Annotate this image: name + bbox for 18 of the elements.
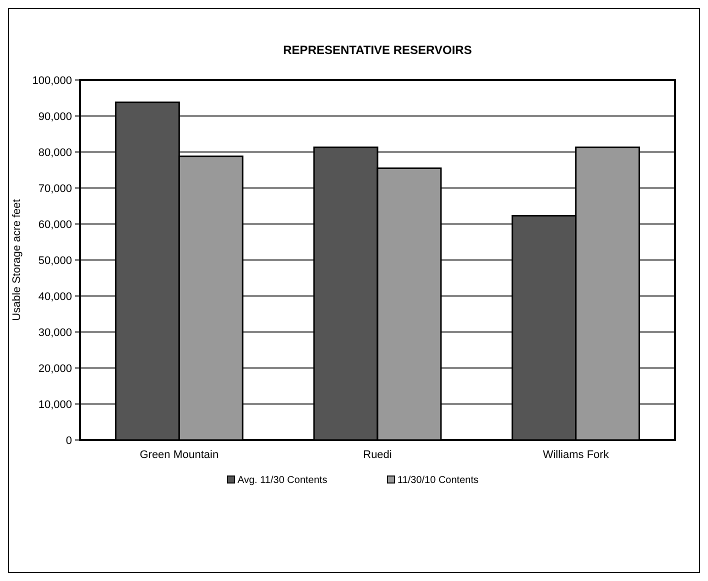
- y-tick-label: 20,000: [38, 362, 72, 375]
- y-tick-label: 70,000: [38, 182, 72, 195]
- x-tick-label: Green Mountain: [140, 449, 219, 461]
- legend-label: Avg. 11/30 Contents: [238, 475, 328, 486]
- y-tick-label: 40,000: [38, 290, 72, 303]
- y-tick-label: 30,000: [38, 326, 72, 339]
- x-tick-label: Williams Fork: [542, 449, 610, 461]
- y-axis-title: Usable Storage acre feet: [11, 199, 23, 321]
- y-tick-label: 100,000: [32, 74, 72, 87]
- x-tick-label: Ruedi: [363, 449, 392, 461]
- y-tick-label: 10,000: [38, 398, 72, 411]
- chart-title: REPRESENTATIVE RESERVOIRS: [283, 43, 472, 57]
- y-tick-label: 0: [66, 434, 72, 447]
- y-tick-label: 50,000: [38, 254, 72, 267]
- legend-label: 11/30/10 Contents: [398, 475, 478, 486]
- y-tick-label: 90,000: [38, 110, 72, 123]
- y-tick-label: 60,000: [38, 218, 72, 231]
- y-tick-label: 80,000: [38, 146, 72, 159]
